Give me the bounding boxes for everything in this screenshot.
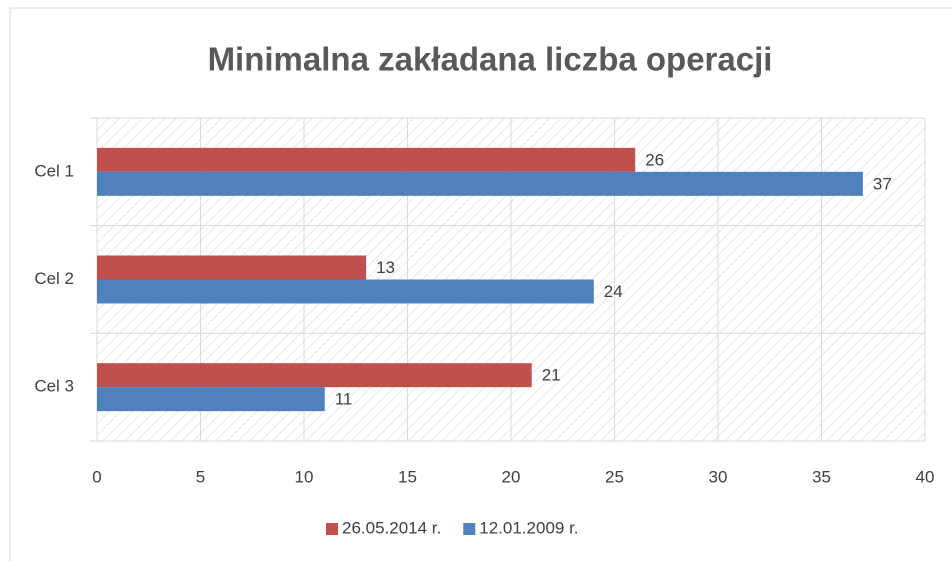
- chart-title: Minimalna zakładana liczba operacji: [208, 41, 773, 78]
- x-tick-label: 0: [92, 467, 101, 486]
- bar: [97, 171, 863, 196]
- bar: [97, 279, 594, 304]
- bar: [97, 147, 636, 172]
- x-tick-label: 40: [916, 467, 935, 486]
- data-label: 13: [376, 258, 395, 277]
- legend-label: 26.05.2014 r.: [342, 518, 441, 537]
- x-tick-label: 35: [812, 467, 831, 486]
- data-label: 26: [645, 150, 664, 169]
- bar: [97, 363, 532, 388]
- y-tick-label: Cel 3: [34, 377, 74, 396]
- data-label: 11: [335, 390, 353, 409]
- y-tick-label: Cel 1: [34, 161, 74, 180]
- x-tick-label: 25: [605, 467, 624, 486]
- legend-label: 12.01.2009 r.: [479, 518, 578, 537]
- bar: [97, 255, 367, 280]
- x-tick-label: 20: [502, 467, 521, 486]
- bar: [97, 387, 325, 412]
- data-label: 37: [873, 174, 892, 193]
- x-tick-label: 15: [398, 467, 417, 486]
- y-tick-label: Cel 2: [34, 269, 74, 288]
- data-label: 21: [542, 366, 561, 385]
- x-tick-label: 10: [295, 467, 314, 486]
- x-tick-label: 30: [709, 467, 728, 486]
- x-tick-label: 5: [196, 467, 205, 486]
- legend-swatch: [463, 523, 476, 535]
- legend-swatch: [326, 523, 338, 535]
- data-label: 24: [604, 282, 623, 301]
